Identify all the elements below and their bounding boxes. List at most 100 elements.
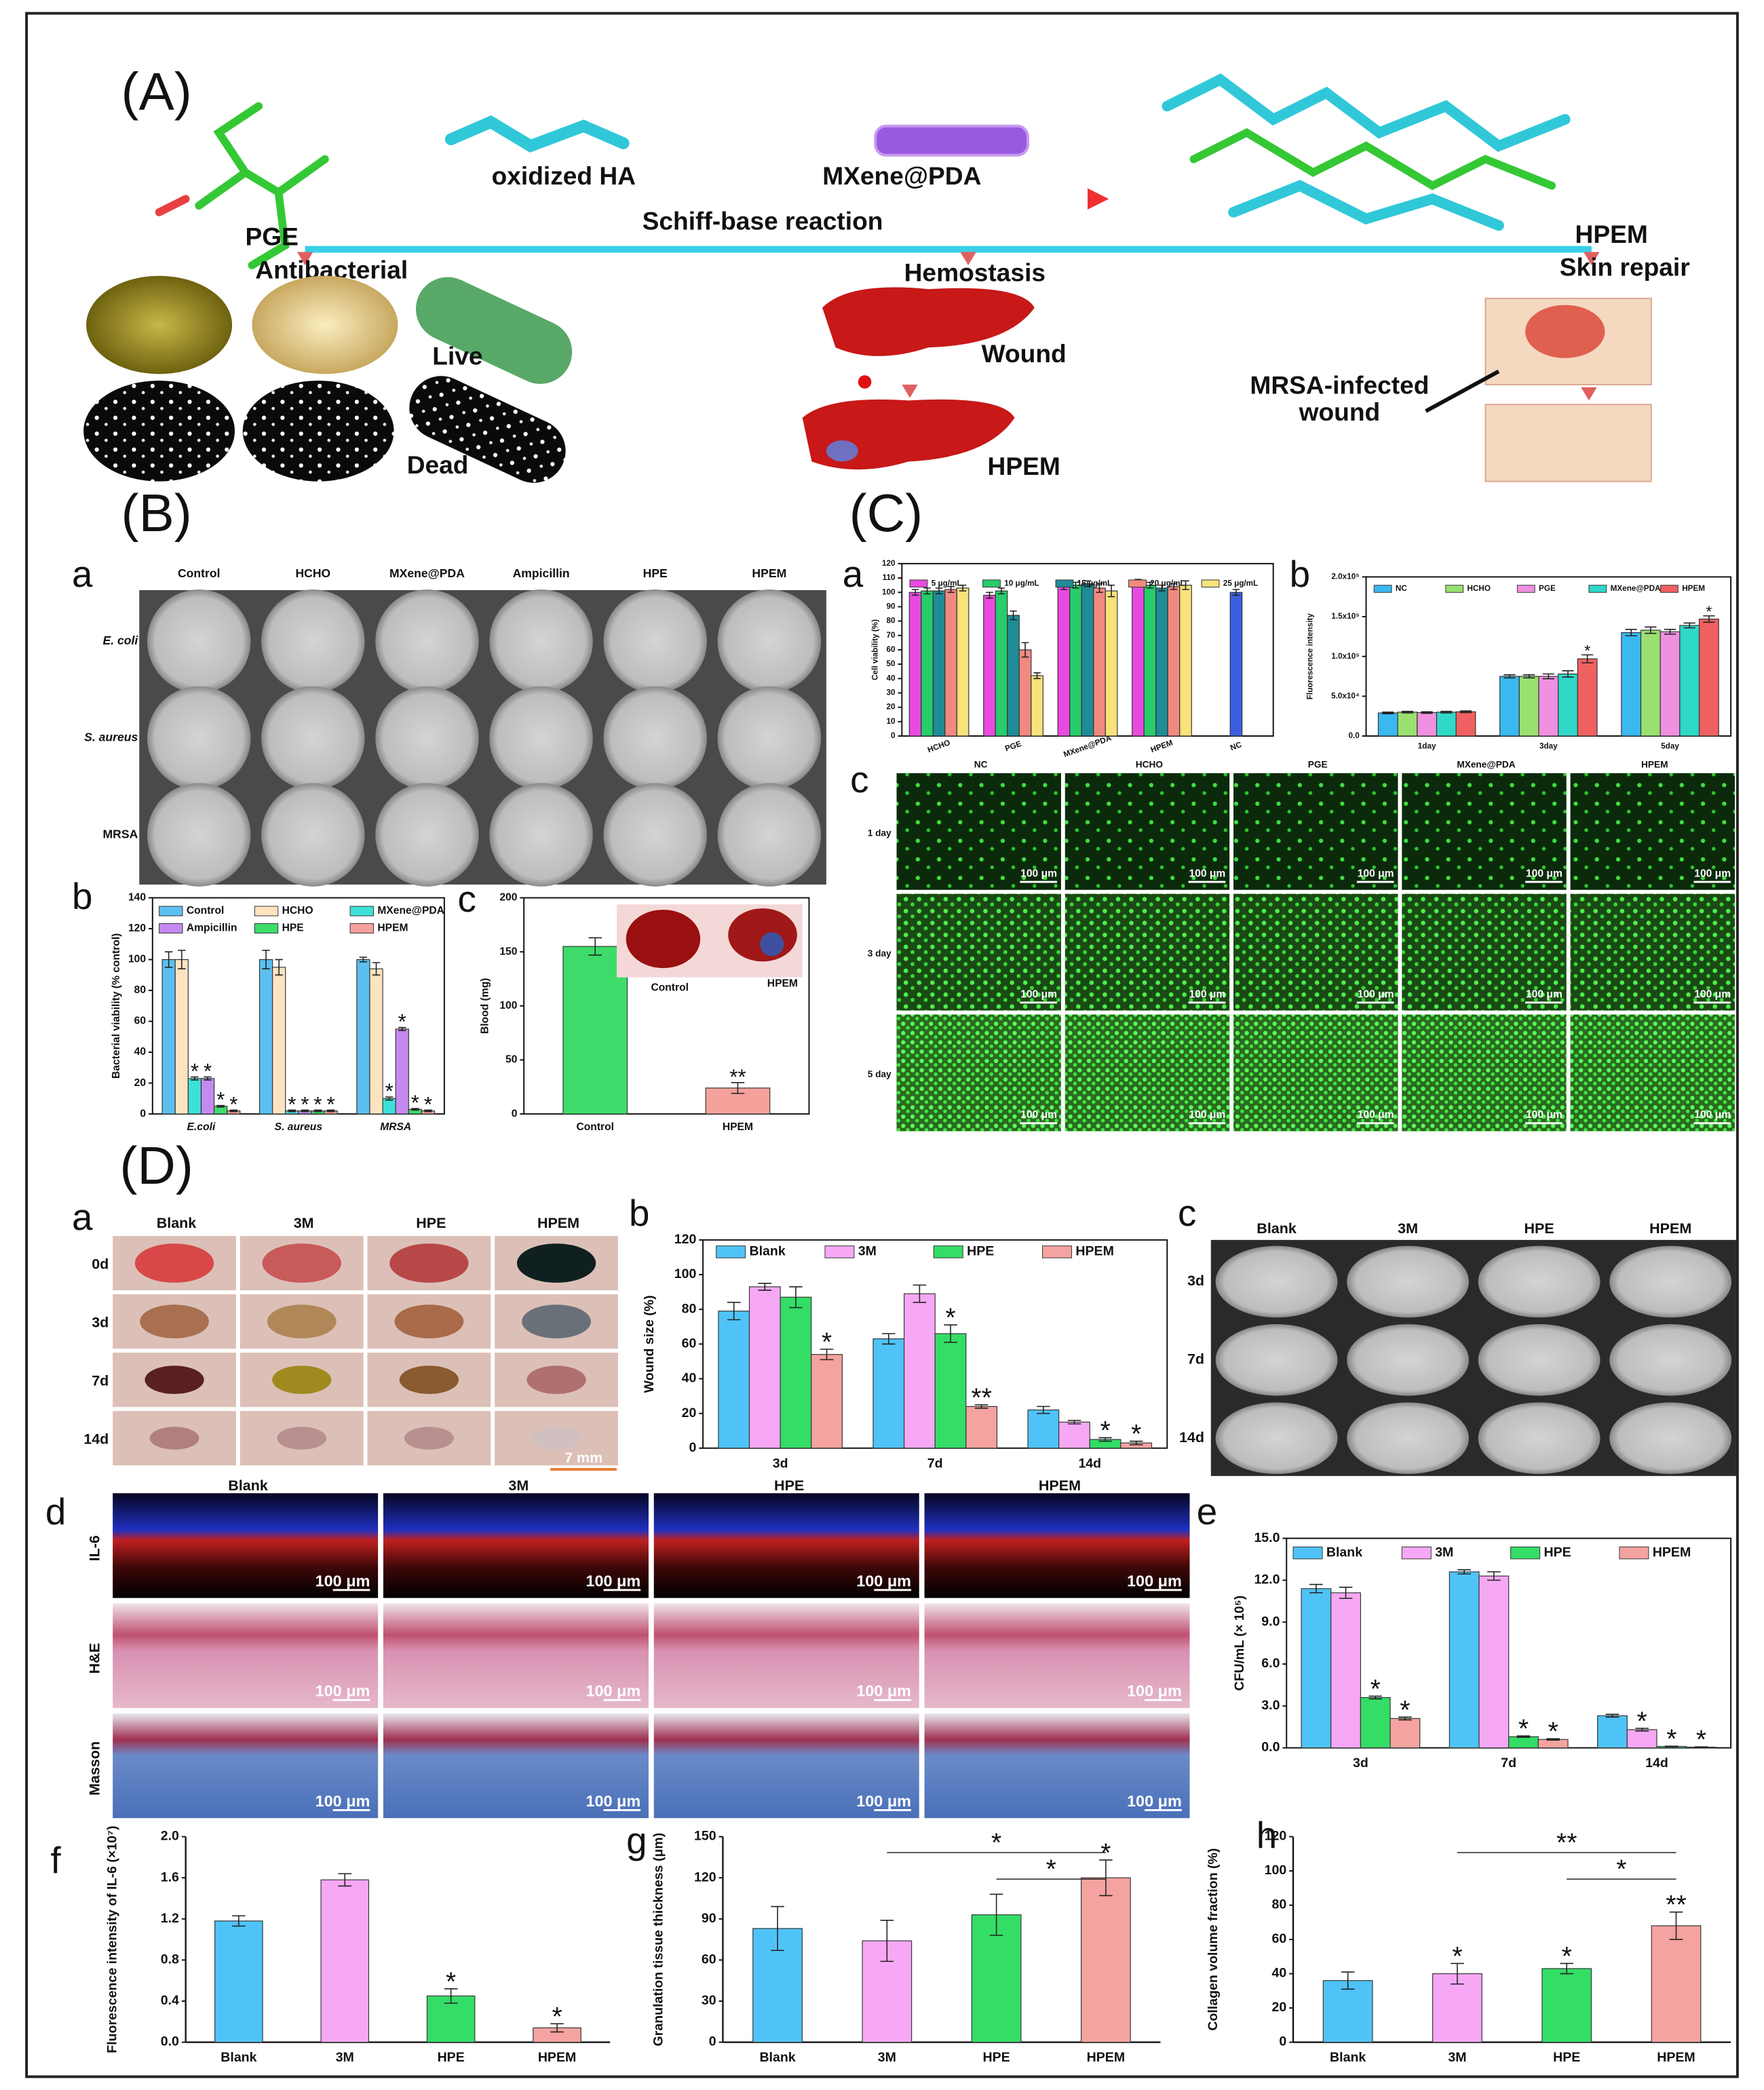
histology-image: [383, 1493, 649, 1598]
significance: *: [1666, 1725, 1676, 1754]
legend-label: 25 μg/mL: [1223, 579, 1258, 587]
significance: **: [729, 1065, 746, 1089]
plate: [717, 783, 822, 887]
bar: [1436, 712, 1457, 737]
bar: [1679, 625, 1700, 737]
sub-label: b: [72, 875, 92, 917]
panel-label: (C): [849, 483, 923, 543]
bar: [1132, 581, 1145, 737]
error-bar: [191, 1076, 199, 1081]
legend-label: HPE: [282, 923, 304, 934]
wound-area: [134, 1243, 214, 1283]
plate: [375, 783, 479, 887]
legend-swatch: [1201, 579, 1220, 587]
plate: [603, 783, 707, 887]
blood-drop: [858, 375, 872, 389]
error-bar: [1010, 610, 1017, 621]
y-tick-label: 12.0: [1254, 1572, 1280, 1587]
live-image: [415, 277, 573, 384]
significance: *: [1518, 1715, 1529, 1744]
bar: [1057, 586, 1071, 737]
x-tick-label: 7d: [927, 1456, 943, 1471]
y-tick-label: 20: [1272, 2000, 1287, 2015]
legend-swatch: [1516, 585, 1535, 593]
wound-area: [516, 1243, 596, 1283]
scale-label: 100 μm: [1189, 868, 1225, 879]
y-axis-label: Wound size (%): [642, 1295, 657, 1393]
sub-label: b: [629, 1192, 649, 1234]
bar: [921, 590, 934, 737]
column-label: HPEM: [537, 1215, 579, 1231]
plate: [603, 686, 707, 790]
y-axis-label: Collagen volume fraction (%): [1206, 1849, 1221, 2031]
error-bar: [588, 937, 602, 956]
y-tick-label: 0: [1279, 2034, 1286, 2049]
histology-image: [924, 1493, 1190, 1598]
bar: [1081, 583, 1094, 737]
x-tick-label: HPE: [438, 2050, 465, 2065]
error-bar: [1146, 581, 1154, 589]
fluorescence-image: [1402, 773, 1567, 890]
error-bar: [974, 1404, 989, 1409]
y-tick-label: 0.0: [1348, 731, 1360, 740]
column-label: HPE: [1525, 1220, 1554, 1237]
column-label: HCHO: [1136, 760, 1164, 770]
significance: *: [424, 1092, 432, 1116]
label: Hemostasis: [904, 258, 1046, 287]
row-label: IL-6: [86, 1535, 102, 1561]
legend-label: 5 μg/mL: [932, 579, 962, 587]
error-bar: [1099, 1859, 1113, 1897]
bar: [718, 1311, 750, 1449]
bar: [1651, 1925, 1702, 2043]
bar: [971, 1914, 1022, 2043]
label: HPEM: [1575, 220, 1648, 248]
plate: [489, 686, 593, 790]
error-bar: [232, 1915, 246, 1927]
y-tick-label: 80: [134, 984, 147, 996]
bar: [1417, 712, 1438, 737]
column-label: 3M: [508, 1477, 529, 1494]
significance: *: [1370, 1675, 1381, 1704]
error-bar: [820, 1349, 834, 1361]
bar: [200, 1078, 215, 1115]
legend-swatch: [982, 579, 1001, 587]
legend-label: MXene@PDA: [1611, 584, 1661, 593]
legend-label: HPEM: [1653, 1545, 1691, 1560]
error-bar: [1037, 1406, 1050, 1414]
x-tick-label: MRSA: [380, 1121, 411, 1133]
plate: [1215, 1245, 1338, 1318]
y-tick-label: 120: [882, 559, 896, 568]
row-label: 14d: [83, 1431, 109, 1448]
error-bar: [1605, 1714, 1619, 1718]
y-tick-label: 110: [883, 573, 896, 582]
column-label: HCHO: [295, 566, 330, 580]
fluorescence-image: [1065, 893, 1230, 1011]
legend-label: Blank: [750, 1244, 786, 1259]
row-label: H&E: [86, 1643, 102, 1673]
bar: [395, 1028, 409, 1115]
y-tick-label: 20: [887, 703, 896, 712]
error-bar: [1084, 580, 1092, 587]
legend-label: 3M: [1435, 1545, 1453, 1560]
bar: [161, 959, 176, 1115]
y-tick-label: 0.8: [161, 1952, 179, 1967]
y-tick-label: 30: [887, 689, 896, 697]
y-tick-label: 15.0: [1254, 1530, 1280, 1545]
error-bar: [1033, 672, 1041, 680]
plate: [717, 589, 822, 693]
error-bar: [1158, 584, 1166, 592]
wound-area: [149, 1427, 199, 1450]
column-label: MXene@PDA: [1457, 760, 1515, 770]
x-tick-label: Blank: [759, 2050, 795, 2065]
error-bar: [1560, 1962, 1573, 1975]
y-axis-label: Fluorescence intensity: [1306, 613, 1315, 699]
legend-swatch: [1660, 585, 1679, 593]
y-tick-label: 0: [689, 1440, 696, 1455]
y-tick-label: 6.0: [1261, 1656, 1280, 1671]
comparison-label: *: [1046, 1855, 1056, 1884]
plate: [147, 589, 251, 693]
bar: [748, 1286, 781, 1449]
error-bar: [1107, 584, 1115, 598]
legend-swatch: [349, 906, 374, 916]
bar: [983, 594, 996, 737]
